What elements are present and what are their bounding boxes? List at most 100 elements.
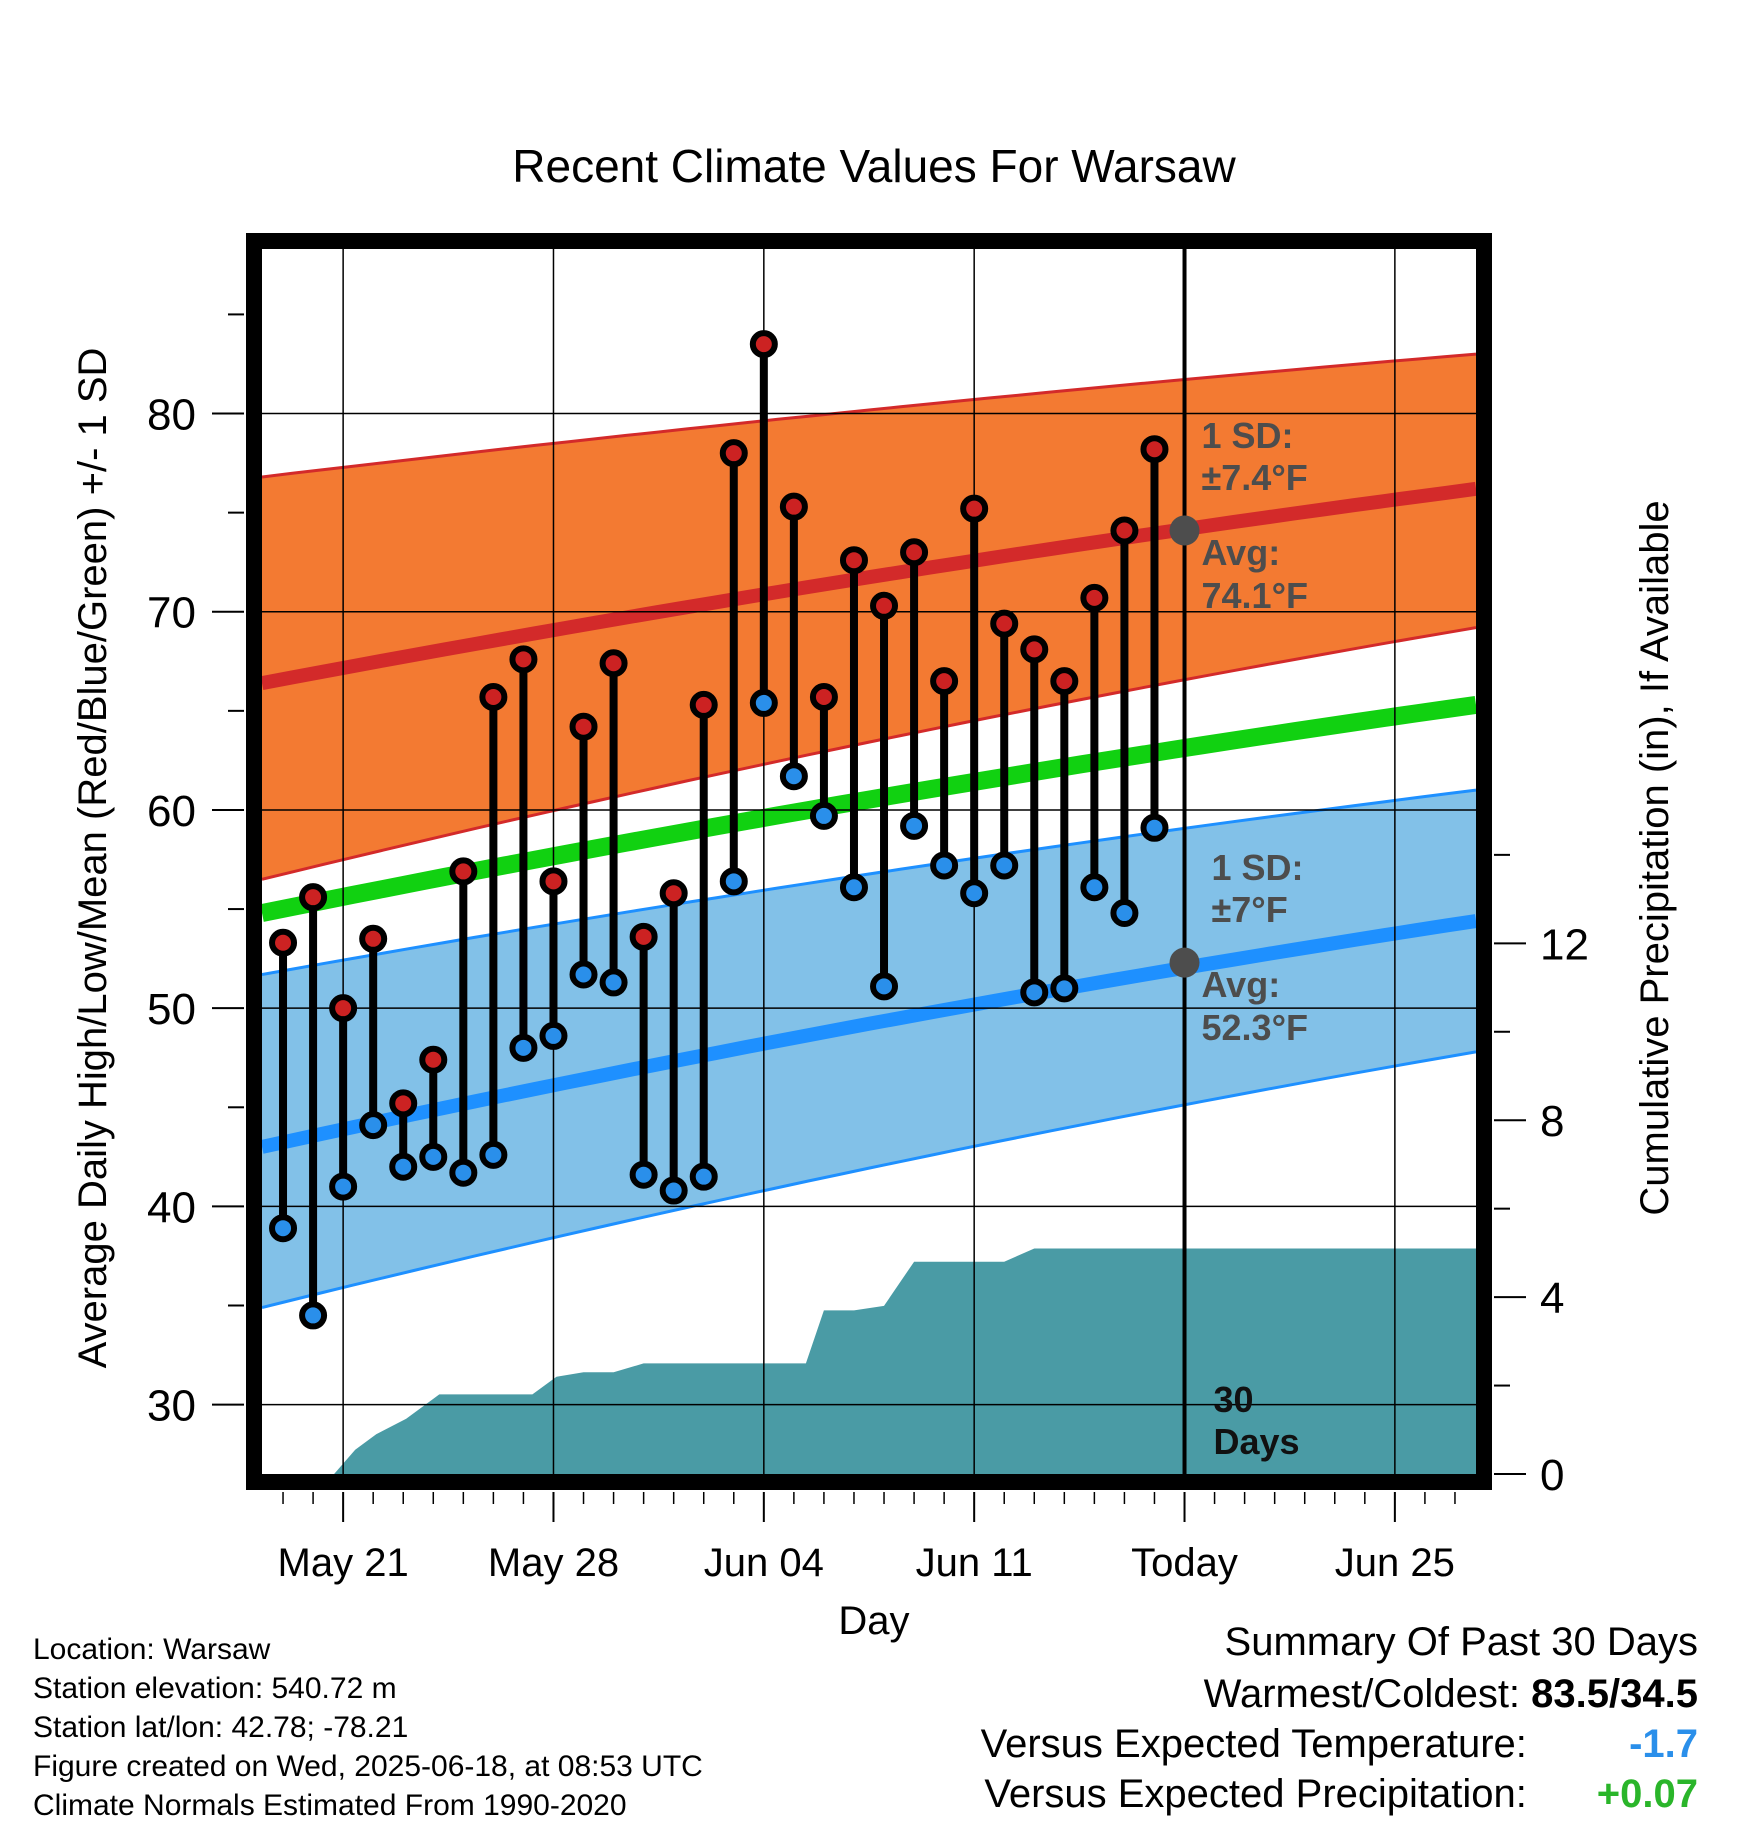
daily-low-point [900,811,929,840]
low-sd-value: ±7°F [1212,889,1288,930]
precip-deviation-label: Versus Expected Precipitation: [984,1772,1527,1816]
y-tick-label: 80 [147,391,196,440]
chart-title: Recent Climate Values For Warsaw [512,140,1236,192]
x-tick-label: May 28 [488,1541,619,1585]
daily-low-point [1110,899,1139,928]
daily-high-point [509,645,538,674]
daily-low-point [629,1160,658,1189]
daily-high-point [359,924,388,953]
x-tick-label: Jun 25 [1335,1541,1455,1585]
today-low-avg-point [1169,947,1200,978]
daily-low-point [389,1152,418,1181]
daily-high-point [719,439,748,468]
high-sd-label: 1 SD: [1202,415,1294,456]
daily-low-point [930,851,959,880]
daily-low-point [749,688,778,717]
created-text: Figure created on Wed, 2025-06-18, at 08… [33,1750,703,1783]
summary-warm-cold: Warmest/Coldest: 83.5/34.5 [1204,1672,1698,1717]
daily-low-point [990,851,1019,880]
high-sd-band-upper-edge [262,352,1476,479]
daily-high-point [659,879,688,908]
location-text: Location: Warsaw [33,1633,271,1666]
summary-temp: Versus Expected Temperature: -1.7 [981,1722,1698,1767]
y-axis-label: Average Daily High/Low/Mean (Red/Blue/Gr… [71,348,115,1369]
x-axis-label: Day [838,1599,909,1643]
daily-low-point [839,873,868,902]
daily-high-point [269,928,298,957]
x-tick-label: Jun 04 [704,1541,824,1585]
y-tick-label: 40 [147,1183,196,1232]
period-label-unit: Days [1214,1421,1300,1462]
daily-low-point [539,1021,568,1050]
daily-high-point [299,883,328,912]
daily-low-point [719,867,748,896]
high-sd-band-lower-edge [262,626,1476,881]
y2-tick-label: 8 [1540,1097,1564,1146]
daily-high-point [960,494,989,523]
y2-axis-label: Cumulative Precipitation (in), If Availa… [1633,500,1677,1215]
daily-high-point [479,682,508,711]
summary-precip: Versus Expected Precipitation: +0.07 [984,1772,1698,1817]
daily-high-point [599,649,628,678]
temp-deviation-value: -1.7 [1629,1722,1698,1766]
daily-high-point [569,712,598,741]
daily-low-point [659,1176,688,1205]
plot-area [262,249,1476,1474]
daily-low-point [960,879,989,908]
low-avg-label: Avg: [1202,964,1281,1005]
daily-low-point [359,1111,388,1140]
low-sd-label: 1 SD: [1212,847,1304,888]
daily-low-point [689,1162,718,1191]
daily-high-point [389,1089,418,1118]
y-tick-label: 30 [147,1382,196,1431]
temp-deviation-label: Versus Expected Temperature: [980,1722,1527,1766]
period-label-number: 30 [1214,1379,1254,1420]
high-sd-value: ±7.4°F [1202,457,1308,498]
y2-tick-label: 12 [1540,920,1589,969]
daily-low-point [870,972,899,1001]
daily-high-point [749,330,778,359]
daily-high-point [1110,516,1139,545]
daily-high-point [839,546,868,575]
daily-high-point [990,609,1019,638]
daily-low-point [1050,974,1079,1003]
daily-high-point [1020,635,1049,664]
high-sd-band [262,354,1476,880]
summary-title-text: Summary Of Past 30 Days [1224,1620,1698,1664]
y-tick-label: 50 [147,985,196,1034]
warm-cold-label: Warmest/Coldest: [1203,1672,1521,1716]
high-avg-line [262,481,1476,690]
daily-low-point [329,1172,358,1201]
daily-high-point [1080,583,1109,612]
daily-low-point [269,1214,298,1243]
axes: 30 40 50 60 70 80 0 4 8 12 May 21 May 28 Jun 04 Jun 1… [147,233,1589,1585]
elevation-text: Station elevation: 540.72 m [33,1672,397,1705]
summary-title: Summary Of Past 30 Days [1225,1620,1698,1665]
daily-high-point [1140,435,1169,464]
daily-low-point [1140,813,1169,842]
daily-low-point [599,968,628,997]
daily-high-point [870,591,899,620]
x-tick-label: Jun 11 [916,1541,1033,1585]
daily-high-point [900,538,929,567]
x-tick-label: May 21 [278,1541,409,1585]
y2-tick-label: 0 [1540,1451,1564,1500]
daily-low-point [569,960,598,989]
daily-high-point [689,690,718,719]
daily-high-point [809,682,838,711]
daily-low-point [419,1142,448,1171]
precip-area [262,1248,1476,1474]
daily-high-point [419,1045,448,1074]
daily-high-point [1050,667,1079,696]
low-sd-band [262,790,1476,1308]
daily-high-point [539,867,568,896]
daily-high-point [779,492,808,521]
daily-low-point [1020,978,1049,1007]
daily-low-point [479,1140,508,1169]
x-tick-label: Today [1131,1541,1238,1585]
daily-high-point [930,667,959,696]
y-tick-label: 70 [147,589,196,638]
daily-low-point [809,801,838,830]
daily-high-point [449,857,478,886]
